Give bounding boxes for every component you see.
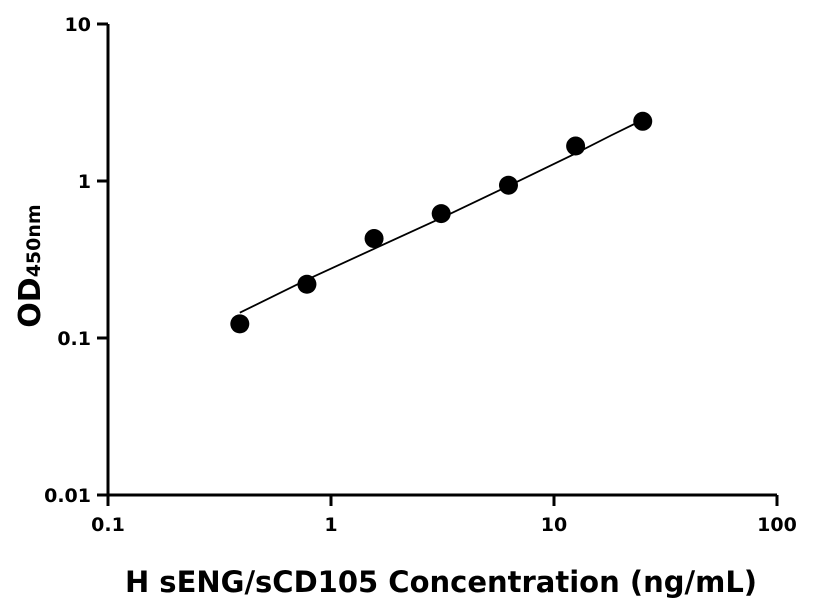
data-point — [431, 204, 451, 224]
y-tick-label: 0.1 — [57, 328, 91, 350]
x-tick-label: 0.1 — [91, 514, 125, 536]
data-point — [633, 111, 653, 131]
y-tick-label: 1 — [78, 171, 91, 193]
y-tick-label: 0.01 — [44, 485, 91, 507]
x-tick-label: 1 — [324, 514, 337, 536]
y-tick-label: 10 — [65, 14, 91, 36]
svg-text:OD450nm: OD450nm — [13, 204, 48, 327]
data-point — [364, 229, 384, 249]
x-axis-title: H sENG/sCD105 Concentration (ng/mL) — [125, 565, 757, 599]
x-tick-label: 100 — [757, 514, 797, 536]
data-point — [566, 136, 586, 156]
fit-curve-line — [239, 119, 644, 314]
y-axis-title-subscript: 450nm — [23, 204, 45, 277]
data-point — [297, 274, 317, 294]
axes — [106, 24, 777, 497]
y-axis-title-main: OD — [13, 277, 48, 327]
x-tick-label: 10 — [541, 514, 567, 536]
data-point — [230, 314, 250, 334]
y-axis-title: OD450nm — [13, 204, 48, 327]
data-points — [230, 111, 653, 334]
data-point — [498, 175, 518, 195]
